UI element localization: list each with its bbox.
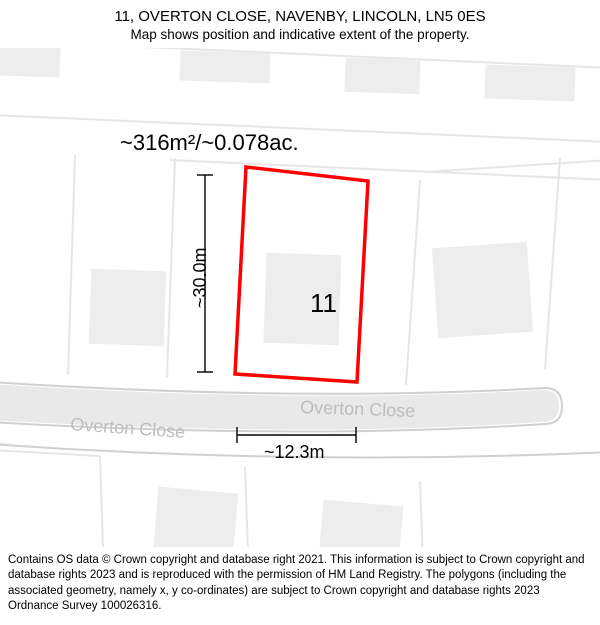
parcel-line bbox=[68, 155, 75, 375]
header: 11, OVERTON CLOSE, NAVENBY, LINCOLN, LN5… bbox=[0, 0, 600, 48]
parcel-line bbox=[545, 158, 560, 370]
page-subtitle: Map shows position and indicative extent… bbox=[10, 27, 590, 42]
area-label: ~316m²/~0.078ac. bbox=[120, 130, 299, 156]
width-label: ~12.3m bbox=[264, 442, 325, 463]
parcel-line bbox=[0, 115, 600, 142]
building bbox=[180, 50, 271, 83]
page-title: 11, OVERTON CLOSE, NAVENBY, LINCOLN, LN5… bbox=[10, 8, 590, 25]
building bbox=[89, 269, 167, 347]
parcel-line bbox=[406, 180, 420, 385]
building bbox=[432, 242, 533, 338]
footer: Contains OS data © Crown copyright and d… bbox=[0, 547, 600, 625]
map-svg: Overton Close Overton Close bbox=[0, 0, 600, 625]
building bbox=[344, 58, 420, 95]
house-number: 11 bbox=[310, 288, 337, 319]
parcel-line bbox=[167, 158, 175, 378]
height-label: ~30.0m bbox=[190, 247, 211, 308]
parcel-line bbox=[425, 160, 600, 172]
parcel-line bbox=[170, 160, 600, 180]
building bbox=[0, 44, 60, 77]
footer-text: Contains OS data © Crown copyright and d… bbox=[8, 554, 585, 613]
road-label-2: Overton Close bbox=[300, 397, 416, 421]
building bbox=[484, 64, 575, 101]
